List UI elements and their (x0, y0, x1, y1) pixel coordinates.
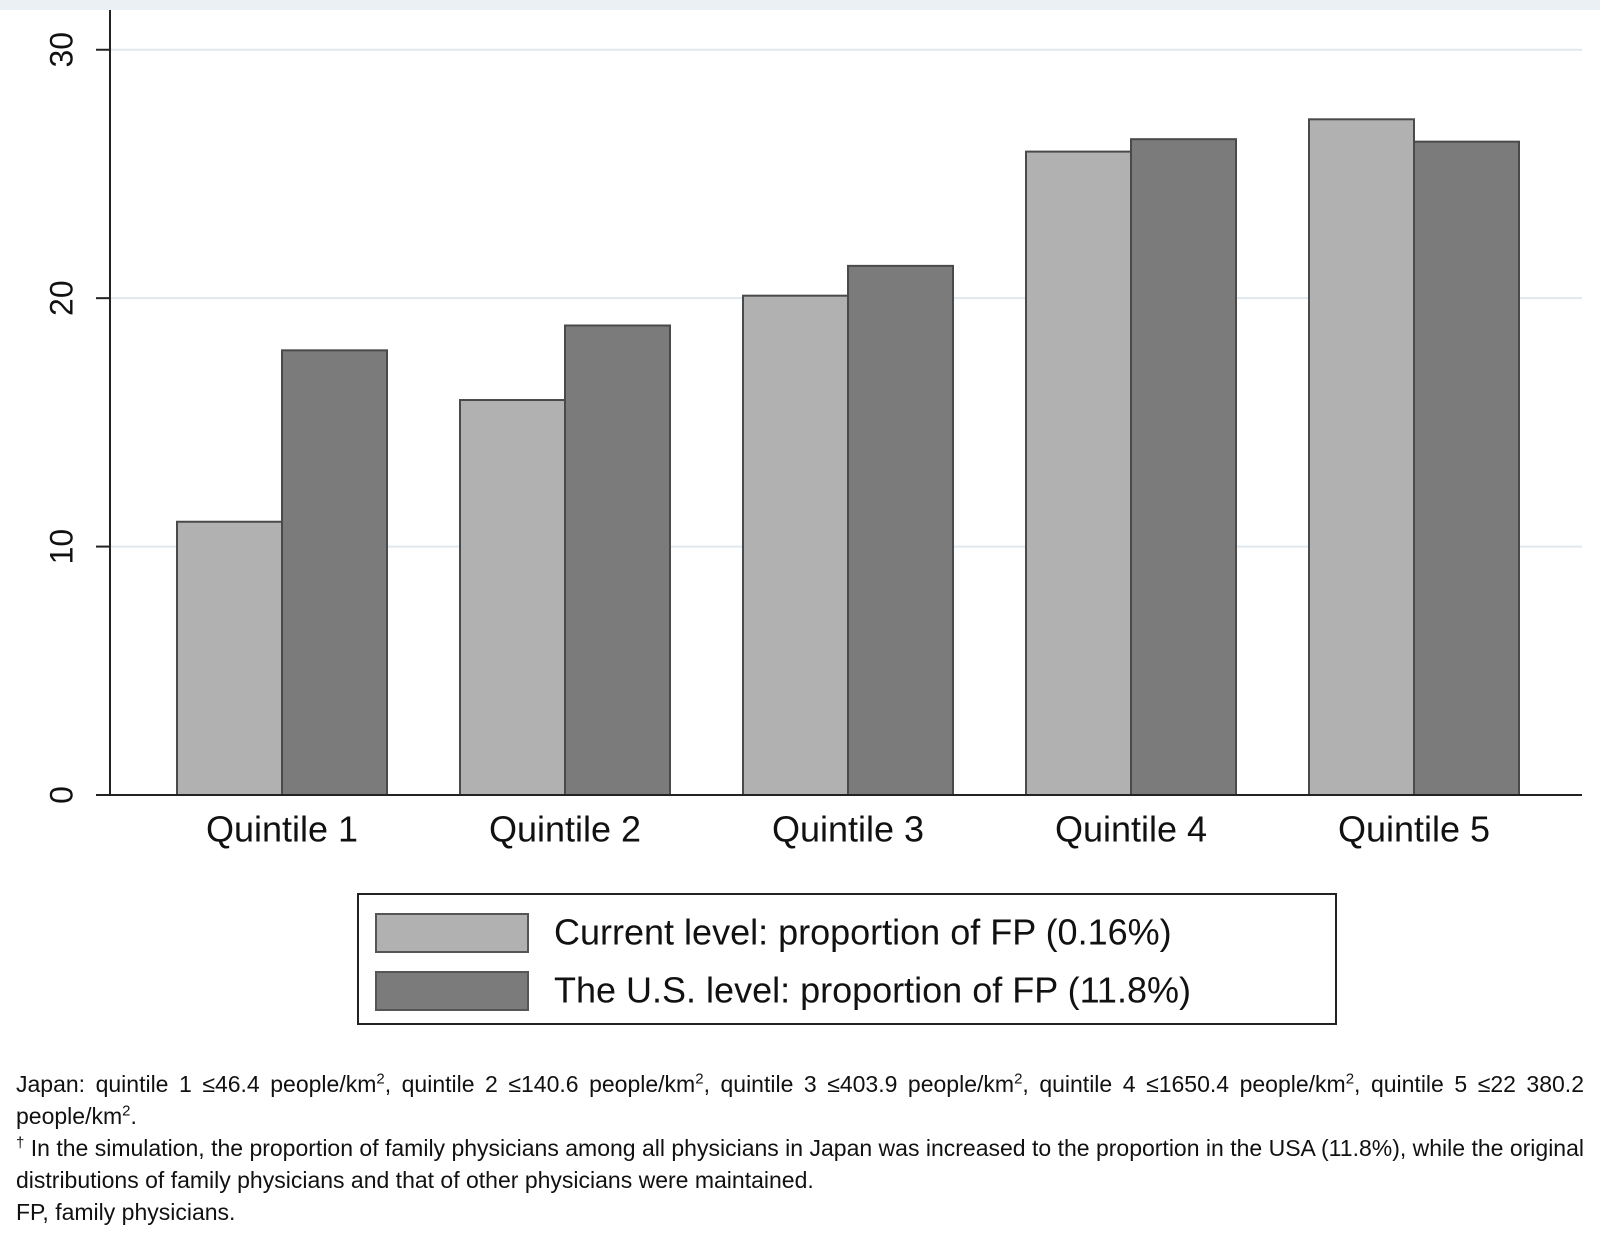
y-tick-label: 20 (43, 280, 79, 316)
bar (1025, 150, 1132, 797)
y-tick-label: 10 (43, 529, 79, 565)
superscript: 2 (695, 1070, 704, 1088)
bar (1413, 140, 1520, 797)
footnote-text: , quintile 3 ≤403.9 people/km (703, 1071, 1015, 1097)
x-tick-label: Quintile 2 (489, 809, 641, 850)
footnote-text: FP, family physicians. (16, 1199, 236, 1225)
y-tick-label: 0 (43, 786, 79, 804)
x-tick-label: Quintile 1 (206, 809, 358, 850)
superscript: 2 (376, 1070, 385, 1088)
legend-swatch (375, 913, 529, 953)
footnote-text: , quintile 4 ≤1650.4 people/km (1022, 1071, 1346, 1097)
superscript: † (16, 1134, 25, 1152)
x-tick-label: Quintile 4 (1055, 809, 1207, 850)
top-band (0, 0, 1600, 10)
bar (459, 399, 566, 796)
footnote-text: , quintile 5 ≤22 380.2 people/km (16, 1071, 1584, 1129)
footnote: † In the simulation, the proportion of f… (16, 1132, 1584, 1196)
superscript: 2 (122, 1102, 131, 1120)
superscript: 2 (1345, 1070, 1355, 1088)
footnote-text: In the simulation, the proportion of fam… (16, 1135, 1584, 1193)
footnote-text: Japan: quintile 1 ≤46.4 people/km (16, 1071, 377, 1097)
bar (281, 349, 388, 796)
footnotes: Japan: quintile 1 ≤46.4 people/km2, quin… (16, 1068, 1584, 1228)
chart: 0 10 20 30 Quintile 1 Quintile 2 Quintile 3 Qui… (0, 0, 1600, 1025)
bar (176, 520, 283, 796)
bar (847, 264, 954, 796)
x-tick-label: Quintile 3 (772, 809, 924, 850)
bar (1130, 138, 1237, 797)
legend-swatch (375, 971, 529, 1011)
bar (1308, 118, 1415, 797)
x-tick-label: Quintile 5 (1338, 809, 1490, 850)
footnote: FP, family physicians. (16, 1196, 1584, 1228)
footnote-text: . (130, 1103, 137, 1129)
legend-label: The U.S. level: proportion of FP (11.8%) (554, 970, 1191, 1011)
y-tick-label: 30 (43, 32, 79, 68)
bar (742, 294, 849, 796)
bar (564, 324, 671, 796)
superscript: 2 (1014, 1070, 1023, 1088)
footnote: Japan: quintile 1 ≤46.4 people/km2, quin… (16, 1068, 1584, 1132)
legend-label: Current level: proportion of FP (0.16%) (554, 912, 1172, 953)
footnote-text: , quintile 2 ≤140.6 people/km (384, 1071, 696, 1097)
